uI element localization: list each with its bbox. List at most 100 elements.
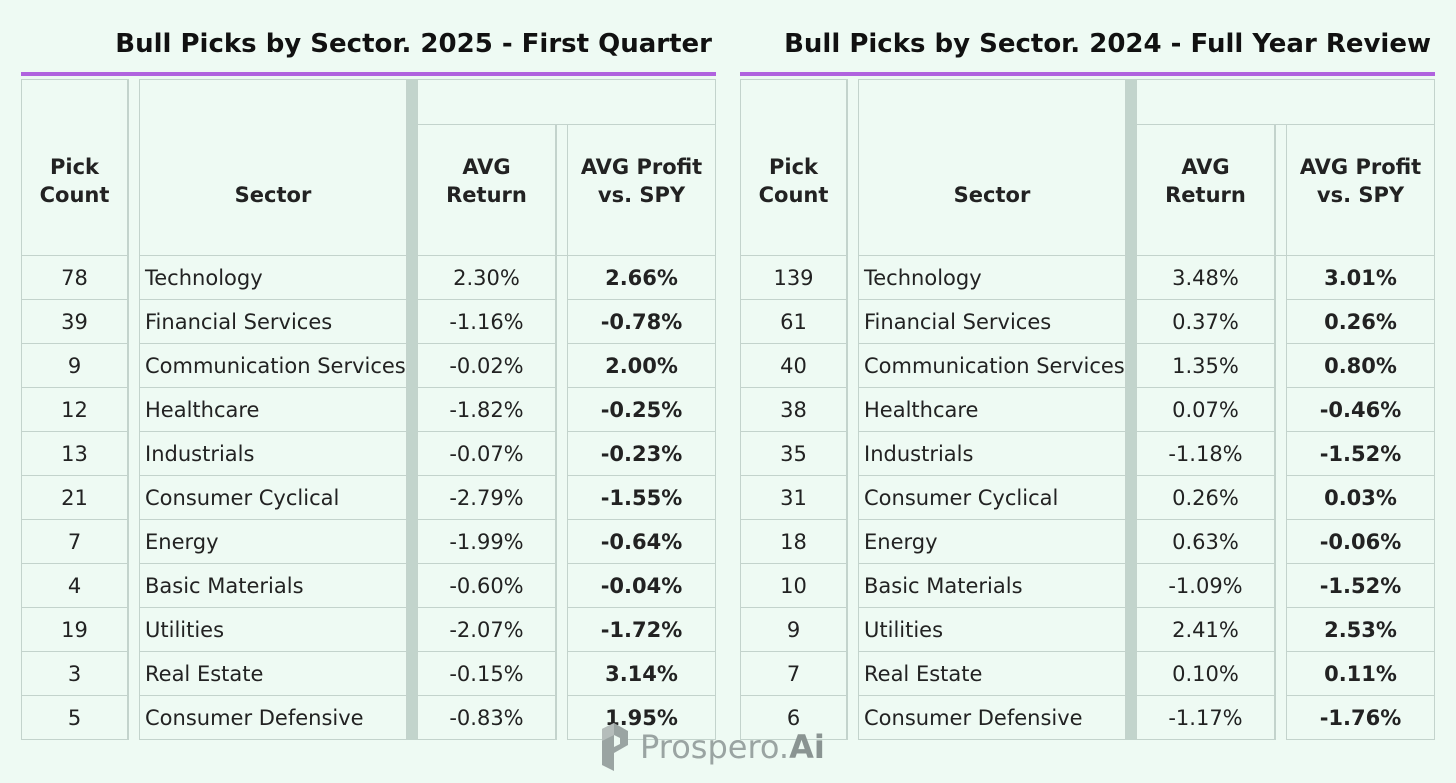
avg-profit-cell: -1.55% bbox=[567, 476, 717, 520]
sector-cell: Technology bbox=[139, 256, 407, 300]
prospero-logo: Prospero.Ai bbox=[600, 720, 825, 774]
avg-return-cell: -1.09% bbox=[1136, 564, 1275, 608]
avg-profit-cell: -0.04% bbox=[567, 564, 717, 608]
avg-profit-cell: -0.64% bbox=[567, 520, 717, 564]
header-avg-return: AVG Return bbox=[417, 125, 556, 256]
sector-cell: Industrials bbox=[858, 432, 1126, 476]
avg-profit-cell: -0.46% bbox=[1286, 388, 1436, 432]
pick-count-cell: 18 bbox=[740, 520, 847, 564]
sector-cell: Energy bbox=[858, 520, 1126, 564]
table-row: 39 Financial Services -1.16% -0.78% bbox=[21, 300, 717, 344]
logo-wordmark: Prospero.Ai bbox=[640, 728, 825, 766]
avg-profit-cell: 3.14% bbox=[567, 652, 717, 696]
avg-profit-cell: -1.76% bbox=[1286, 696, 1436, 740]
table-panel-2025-q1: Bull Picks by Sector. 2025 - First Quart… bbox=[21, 0, 717, 740]
table-row: 78 Technology 2.30% 2.66% bbox=[21, 256, 717, 300]
table-row: 7 Real Estate 0.10% 0.11% bbox=[740, 652, 1436, 696]
header-blank bbox=[417, 79, 717, 125]
pick-count-cell: 10 bbox=[740, 564, 847, 608]
sector-cell: Real Estate bbox=[858, 652, 1126, 696]
pick-count-cell: 38 bbox=[740, 388, 847, 432]
pick-count-cell: 40 bbox=[740, 344, 847, 388]
header-avg-profit: AVG Profit vs. SPY bbox=[567, 125, 717, 256]
table-row: 40 Communication Services 1.35% 0.80% bbox=[740, 344, 1436, 388]
avg-return-cell: -0.15% bbox=[417, 652, 556, 696]
avg-profit-cell: -1.52% bbox=[1286, 564, 1436, 608]
sector-cell: Financial Services bbox=[139, 300, 407, 344]
header-avg-return: AVG Return bbox=[1136, 125, 1275, 256]
table-row: 139 Technology 3.48% 3.01% bbox=[740, 256, 1436, 300]
avg-return-cell: 3.48% bbox=[1136, 256, 1275, 300]
avg-profit-cell: 2.00% bbox=[567, 344, 717, 388]
table-row: 9 Utilities 2.41% 2.53% bbox=[740, 608, 1436, 652]
sector-cell: Basic Materials bbox=[139, 564, 407, 608]
avg-return-cell: 0.63% bbox=[1136, 520, 1275, 564]
table-row: 21 Consumer Cyclical -2.79% -1.55% bbox=[21, 476, 717, 520]
avg-return-cell: 2.30% bbox=[417, 256, 556, 300]
sector-cell: Consumer Cyclical bbox=[139, 476, 407, 520]
avg-return-cell: -1.17% bbox=[1136, 696, 1275, 740]
avg-profit-cell: -1.72% bbox=[567, 608, 717, 652]
sector-cell: Industrials bbox=[139, 432, 407, 476]
avg-profit-cell: 0.80% bbox=[1286, 344, 1436, 388]
pick-count-cell: 5 bbox=[21, 696, 128, 740]
table-row: 38 Healthcare 0.07% -0.46% bbox=[740, 388, 1436, 432]
avg-profit-cell: 0.03% bbox=[1286, 476, 1436, 520]
avg-profit-cell: 2.53% bbox=[1286, 608, 1436, 652]
pick-count-cell: 7 bbox=[740, 652, 847, 696]
table-row: 10 Basic Materials -1.09% -1.52% bbox=[740, 564, 1436, 608]
avg-return-cell: 1.35% bbox=[1136, 344, 1275, 388]
table-row: 12 Healthcare -1.82% -0.25% bbox=[21, 388, 717, 432]
avg-return-cell: -1.99% bbox=[417, 520, 556, 564]
header-pick-count: Pick Count bbox=[740, 79, 847, 256]
avg-profit-cell: -0.06% bbox=[1286, 520, 1436, 564]
sector-cell: Communication Services bbox=[139, 344, 407, 388]
table-title: Bull Picks by Sector. 2024 - Full Year R… bbox=[740, 0, 1435, 76]
avg-return-cell: -2.79% bbox=[417, 476, 556, 520]
prospero-logo-icon bbox=[602, 723, 628, 771]
pick-count-cell: 39 bbox=[21, 300, 128, 344]
avg-return-cell: -1.82% bbox=[417, 388, 556, 432]
avg-profit-cell: -0.25% bbox=[567, 388, 717, 432]
table-row: 7 Energy -1.99% -0.64% bbox=[21, 520, 717, 564]
pick-count-cell: 35 bbox=[740, 432, 847, 476]
avg-return-cell: -0.83% bbox=[417, 696, 556, 740]
pick-count-cell: 78 bbox=[21, 256, 128, 300]
avg-return-cell: -0.60% bbox=[417, 564, 556, 608]
table-row: 6 Consumer Defensive -1.17% -1.76% bbox=[740, 696, 1436, 740]
pick-count-cell: 19 bbox=[21, 608, 128, 652]
avg-profit-cell: 0.11% bbox=[1286, 652, 1436, 696]
sector-cell: Communication Services bbox=[858, 344, 1126, 388]
pick-count-cell: 6 bbox=[740, 696, 847, 740]
avg-return-cell: -1.16% bbox=[417, 300, 556, 344]
avg-profit-cell: 2.66% bbox=[567, 256, 717, 300]
sector-table: Pick Count Sector AVG Return AVG Profit vs.… bbox=[740, 79, 1436, 740]
avg-profit-cell: -0.78% bbox=[567, 300, 717, 344]
pick-count-cell: 9 bbox=[740, 608, 847, 652]
sector-cell: Consumer Defensive bbox=[139, 696, 407, 740]
table-row: 9 Communication Services -0.02% 2.00% bbox=[21, 344, 717, 388]
header-sector: Sector bbox=[858, 79, 1126, 256]
table-row: 4 Basic Materials -0.60% -0.04% bbox=[21, 564, 717, 608]
table-row: 3 Real Estate -0.15% 3.14% bbox=[21, 652, 717, 696]
avg-profit-cell: 0.26% bbox=[1286, 300, 1436, 344]
sector-cell: Utilities bbox=[858, 608, 1126, 652]
table-row: 19 Utilities -2.07% -1.72% bbox=[21, 608, 717, 652]
pick-count-cell: 12 bbox=[21, 388, 128, 432]
pick-count-cell: 7 bbox=[21, 520, 128, 564]
pick-count-cell: 4 bbox=[21, 564, 128, 608]
sector-cell: Consumer Defensive bbox=[858, 696, 1126, 740]
sector-cell: Healthcare bbox=[858, 388, 1126, 432]
header-sector: Sector bbox=[139, 79, 407, 256]
avg-return-cell: 0.26% bbox=[1136, 476, 1275, 520]
table-row: 13 Industrials -0.07% -0.23% bbox=[21, 432, 717, 476]
avg-return-cell: 0.10% bbox=[1136, 652, 1275, 696]
table-row: 18 Energy 0.63% -0.06% bbox=[740, 520, 1436, 564]
pick-count-cell: 9 bbox=[21, 344, 128, 388]
sector-cell: Basic Materials bbox=[858, 564, 1126, 608]
sector-cell: Utilities bbox=[139, 608, 407, 652]
pick-count-cell: 139 bbox=[740, 256, 847, 300]
header-blank bbox=[1136, 79, 1436, 125]
avg-profit-cell: 3.01% bbox=[1286, 256, 1436, 300]
avg-profit-cell: -1.52% bbox=[1286, 432, 1436, 476]
